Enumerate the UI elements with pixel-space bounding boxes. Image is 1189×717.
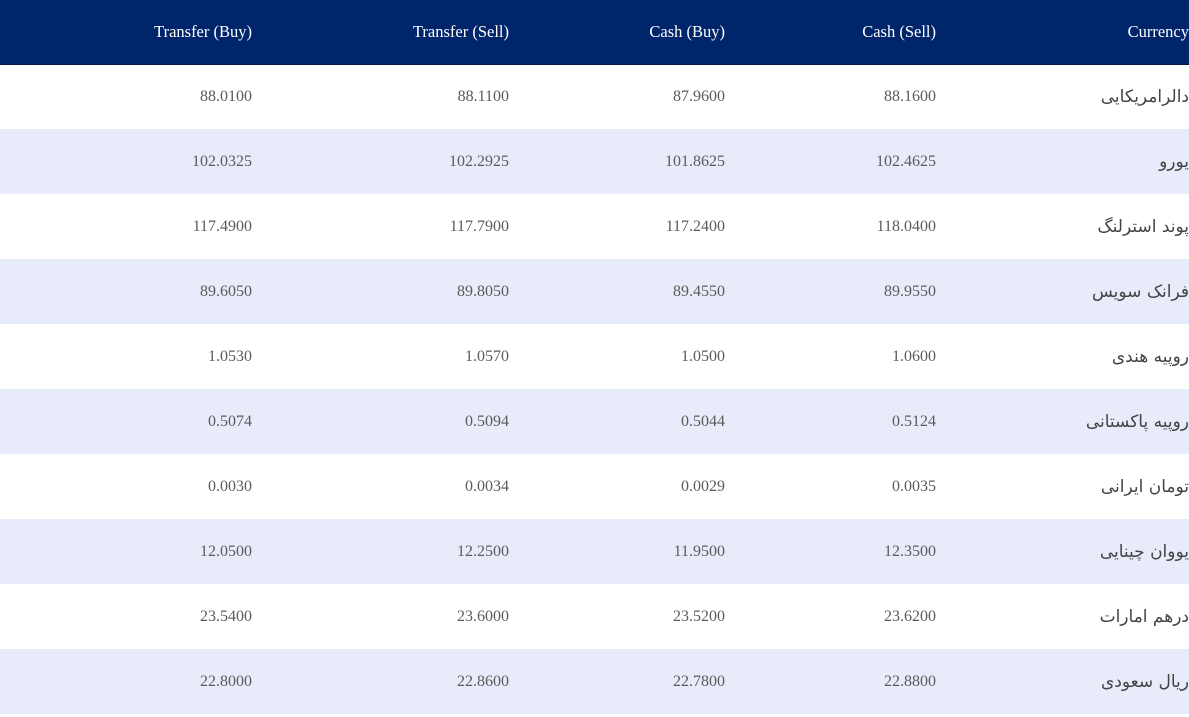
header-currency: Currency: [936, 0, 1189, 65]
cell-cash-buy: 87.9600: [673, 87, 725, 105]
cell-transfer-sell: 12.2500: [457, 542, 509, 560]
cell-cash-sell: 1.0600: [892, 347, 936, 365]
cell-cash-sell: 22.8800: [884, 672, 936, 690]
cell-transfer-buy: 1.0530: [208, 347, 252, 365]
table-row: 23.5400 23.6000 23.5200 23.6200 درهم اما…: [0, 584, 1189, 649]
header-transfer-buy: Transfer (Buy): [0, 0, 252, 65]
table-row: 117.4900 117.7900 117.2400 118.0400 پوند…: [0, 194, 1189, 259]
cell-transfer-buy: 23.5400: [200, 607, 252, 625]
cell-currency: ریال سعودی: [1101, 671, 1189, 692]
cell-currency: روپیه هندی: [1111, 346, 1189, 367]
cell-transfer-buy: 88.0100: [200, 87, 252, 105]
cell-currency: دالرامریکایی: [1100, 86, 1189, 107]
cell-cash-sell: 88.1600: [884, 87, 936, 105]
cell-cash-buy: 22.7800: [673, 672, 725, 690]
cell-currency: یورو: [1159, 151, 1189, 172]
cell-transfer-sell: 117.7900: [449, 217, 509, 235]
cell-currency: پوند استرلنگ: [1097, 216, 1189, 237]
table-row: 88.0100 88.1100 87.9600 88.1600 دالرامری…: [0, 64, 1189, 129]
cell-cash-buy: 0.0029: [681, 477, 725, 495]
cell-transfer-buy: 117.4900: [192, 217, 252, 235]
table-row: 12.0500 12.2500 11.9500 12.3500 یووان چی…: [0, 519, 1189, 584]
table-row: 0.0030 0.0034 0.0029 0.0035 تومان ایرانی: [0, 454, 1189, 519]
cell-transfer-sell: 1.0570: [465, 347, 509, 365]
table-row: 0.5074 0.5094 0.5044 0.5124 روپیه پاکستا…: [0, 389, 1189, 454]
cell-transfer-sell: 22.8600: [457, 672, 509, 690]
cell-transfer-buy: 12.0500: [200, 542, 252, 560]
cell-cash-sell: 12.3500: [884, 542, 936, 560]
cell-cash-sell: 23.6200: [884, 607, 936, 625]
cell-cash-buy: 89.4550: [673, 282, 725, 300]
cell-transfer-sell: 23.6000: [457, 607, 509, 625]
table-row: 1.0530 1.0570 1.0500 1.0600 روپیه هندی: [0, 324, 1189, 389]
cell-transfer-sell: 102.2925: [449, 152, 509, 170]
table-row: 102.0325 102.2925 101.8625 102.4625 یورو: [0, 129, 1189, 194]
cell-cash-buy: 23.5200: [673, 607, 725, 625]
header-cash-sell: Cash (Sell): [725, 0, 936, 65]
cell-transfer-sell: 88.1100: [457, 87, 509, 105]
cell-cash-sell: 0.5124: [892, 412, 936, 430]
table-row: 22.8000 22.8600 22.7800 22.8800 ریال سعو…: [0, 649, 1189, 714]
table-header: Transfer (Buy) Transfer (Sell) Cash (Buy…: [0, 0, 1189, 65]
cell-transfer-buy: 89.6050: [200, 282, 252, 300]
table-row: 89.6050 89.8050 89.4550 89.9550 فرانک سو…: [0, 259, 1189, 324]
cell-cash-buy: 1.0500: [681, 347, 725, 365]
cell-currency: تومان ایرانی: [1100, 476, 1189, 497]
cell-transfer-buy: 22.8000: [200, 672, 252, 690]
cell-transfer-buy: 102.0325: [192, 152, 252, 170]
cell-currency: یووان چینایی: [1099, 541, 1189, 562]
cell-cash-buy: 11.9500: [673, 542, 725, 560]
cell-transfer-sell: 0.0034: [465, 477, 509, 495]
cell-currency: درهم امارات: [1099, 606, 1189, 627]
cell-cash-buy: 117.2400: [665, 217, 725, 235]
header-transfer-sell: Transfer (Sell): [252, 0, 509, 65]
cell-transfer-sell: 89.8050: [457, 282, 509, 300]
cell-currency: فرانک سویس: [1091, 281, 1189, 302]
cell-cash-sell: 0.0035: [892, 477, 936, 495]
cell-cash-sell: 118.0400: [876, 217, 936, 235]
cell-cash-sell: 89.9550: [884, 282, 936, 300]
cell-transfer-sell: 0.5094: [465, 412, 509, 430]
cell-cash-buy: 0.5044: [681, 412, 725, 430]
cell-transfer-buy: 0.0030: [208, 477, 252, 495]
header-row: Transfer (Buy) Transfer (Sell) Cash (Buy…: [0, 0, 1189, 65]
cell-cash-sell: 102.4625: [876, 152, 936, 170]
cell-currency: روپیه پاکستانی: [1085, 411, 1189, 432]
cell-transfer-buy: 0.5074: [208, 412, 252, 430]
header-cash-buy: Cash (Buy): [509, 0, 725, 65]
table-body: 88.0100 88.1100 87.9600 88.1600 دالرامری…: [0, 64, 1189, 714]
cell-cash-buy: 101.8625: [665, 152, 725, 170]
